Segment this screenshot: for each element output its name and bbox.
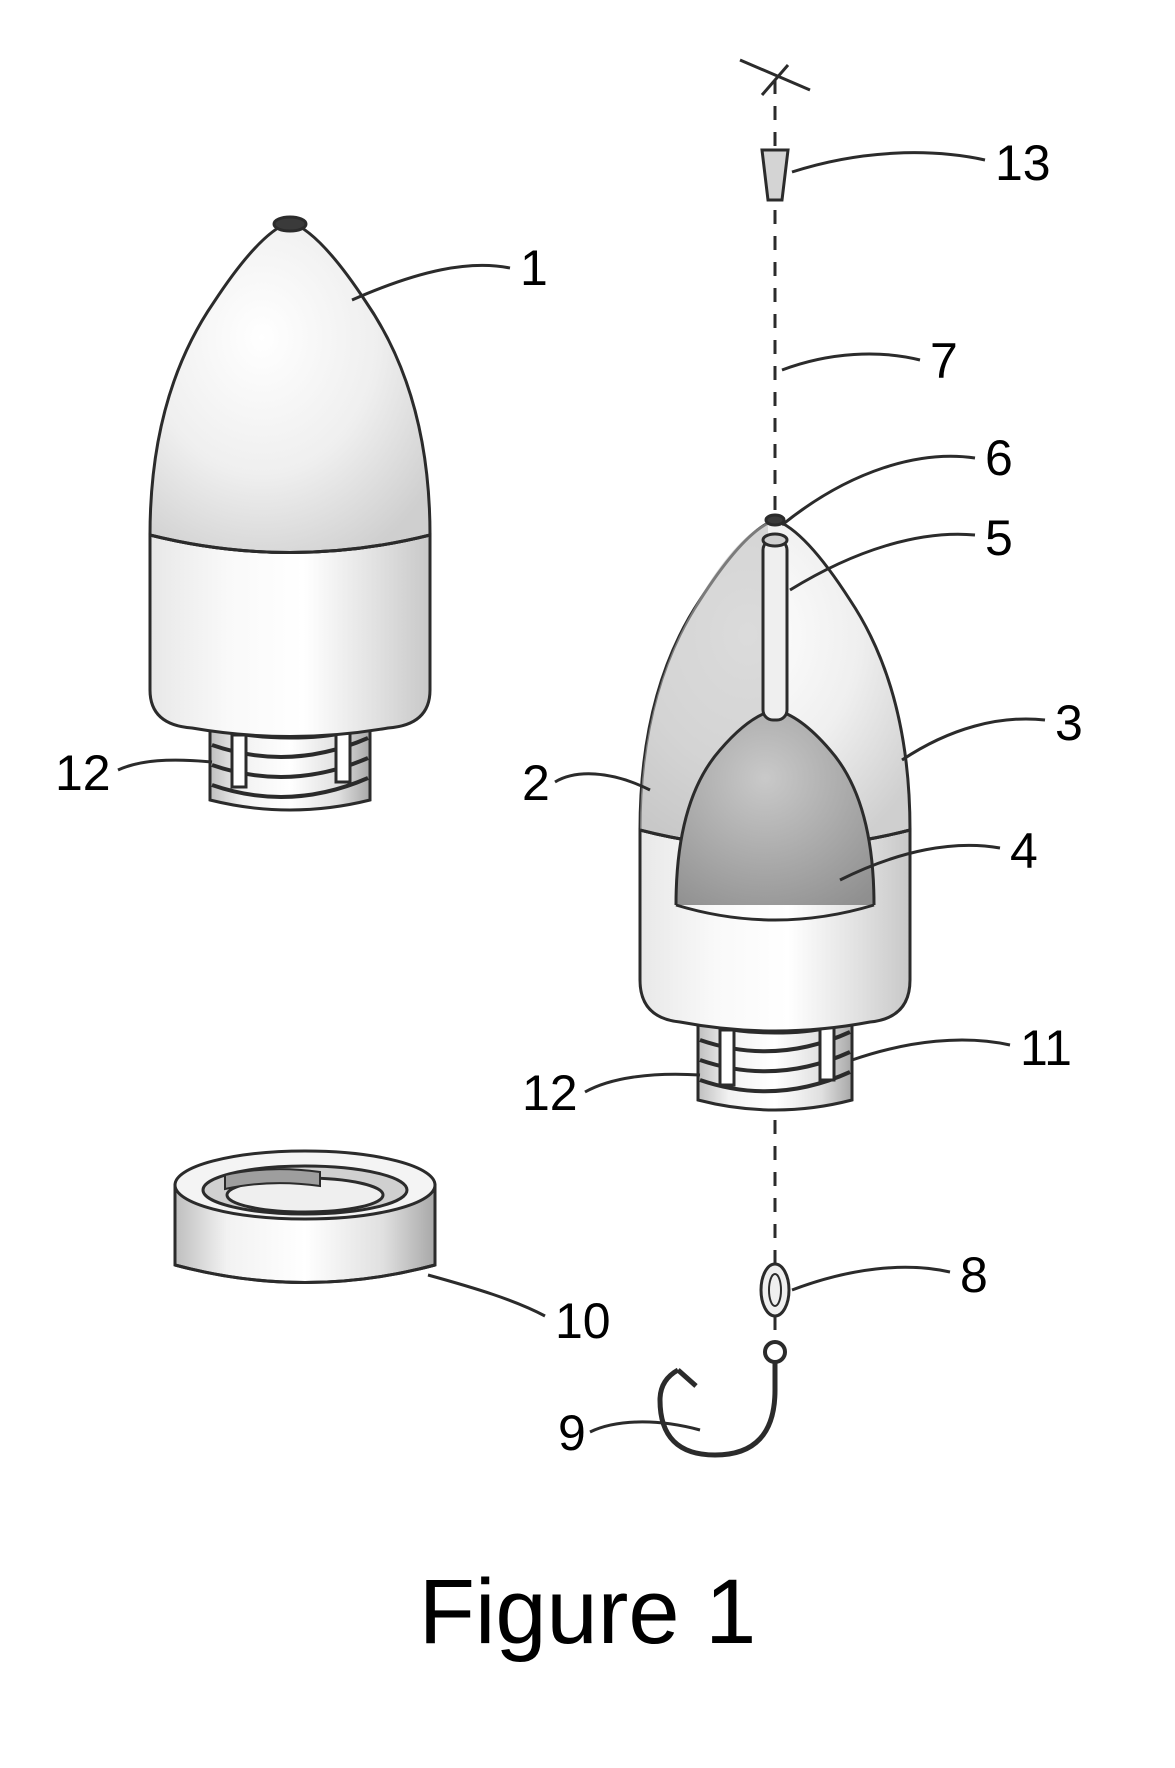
label-9: 9 (558, 1405, 586, 1461)
bobber-left-solid (150, 217, 430, 810)
label-6: 6 (985, 430, 1013, 486)
label-12-left: 12 (55, 745, 111, 801)
figure-page: 1 12 13 7 6 5 3 2 4 11 12 8 9 10 Figure … (0, 0, 1175, 1768)
label-7: 7 (930, 333, 958, 389)
label-12-right: 12 (522, 1065, 578, 1121)
label-1: 1 (520, 240, 548, 296)
label-8: 8 (960, 1247, 988, 1303)
ring-cap (175, 1151, 435, 1283)
label-5: 5 (985, 510, 1013, 566)
hook (660, 1342, 785, 1455)
label-4: 4 (1010, 823, 1038, 879)
bobber-right-cutaway (640, 515, 910, 1110)
figure-caption: Figure 1 (0, 1560, 1175, 1665)
label-2: 2 (522, 755, 550, 811)
label-3: 3 (1055, 695, 1083, 751)
figure-svg: 1 12 13 7 6 5 3 2 4 11 12 8 9 10 (0, 0, 1175, 1768)
label-10: 10 (555, 1293, 611, 1349)
label-11: 11 (1020, 1020, 1072, 1076)
label-13: 13 (995, 135, 1051, 191)
